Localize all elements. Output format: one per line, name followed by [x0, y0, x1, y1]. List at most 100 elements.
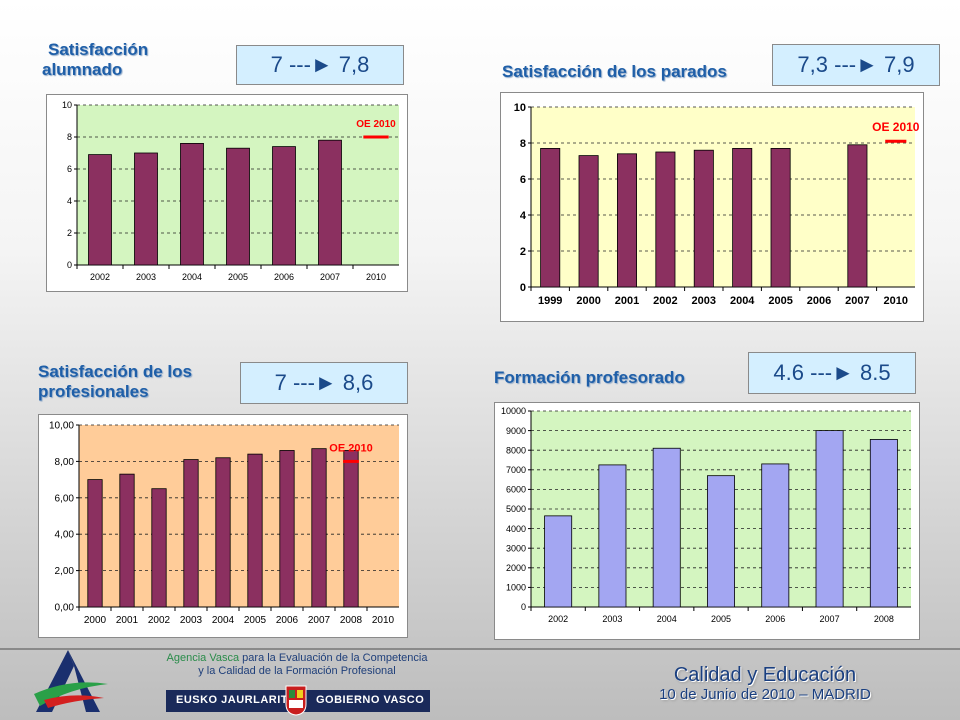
y-tick-label: 1000: [506, 583, 526, 593]
x-tick-label: 2003: [180, 615, 203, 626]
x-tick-label: 2010: [366, 272, 386, 282]
x-tick-label: 2002: [148, 615, 171, 626]
panel-2-title-line1: Satisfacción de los parados: [502, 62, 727, 81]
agency-text: Agencia Vasca para la Evaluación de la C…: [112, 652, 482, 678]
panel-1-title-line1: Satisfacción: [48, 40, 149, 59]
x-tick-label: 2002: [548, 614, 568, 624]
coat-of-arms-icon: [285, 685, 307, 716]
x-tick-label: 2006: [765, 614, 785, 624]
bar: [247, 453, 263, 608]
panel-1-range: 7 ---► 7,8: [236, 45, 404, 85]
panel-3-title-line2: profesionales: [38, 382, 149, 401]
x-tick-label: 2003: [602, 614, 622, 624]
x-tick-label: 2004: [730, 295, 755, 307]
y-tick-label: 9000: [506, 426, 526, 436]
x-tick-label: 2008: [874, 614, 894, 624]
y-tick-label: 2,00: [55, 566, 75, 577]
x-tick-label: 2006: [807, 295, 831, 307]
x-tick-label: 2005: [228, 272, 248, 282]
bar: [151, 488, 167, 608]
chart-svg: 0 2 4 6 8 10 1999 2000 2001 2002 2003 2004 2005 2006 2…: [514, 102, 920, 307]
bar: [343, 450, 359, 608]
target-label: OE 2010: [329, 442, 372, 454]
bar: [652, 447, 681, 608]
y-tick-label: 5000: [506, 504, 526, 514]
footer-calidad-title: Calidad y Educación: [673, 664, 857, 686]
bar: [134, 152, 158, 266]
bar: [183, 459, 199, 608]
x-tick-label: 2002: [653, 295, 677, 307]
panel-3-title-line1: Satisfacción de los: [38, 362, 192, 381]
y-tick-label: 0: [521, 602, 526, 612]
y-tick-label: 0,00: [55, 603, 75, 614]
gov-label-right: GOBIERNO VASCO: [316, 694, 425, 706]
target-label: OE 2010: [872, 120, 920, 134]
agency-logo-icon: [34, 650, 108, 712]
x-tick-label: 2004: [182, 272, 202, 282]
y-tick-label: 10: [62, 100, 72, 110]
x-tick-label: 2007: [320, 272, 340, 282]
x-tick-label: 2008: [340, 615, 363, 626]
panel-2-range: 7,3 ---► 7,9: [772, 44, 940, 86]
x-tick-label: 1999: [538, 295, 562, 307]
x-tick-label: 2000: [576, 295, 600, 307]
x-tick-label: 2007: [845, 295, 869, 307]
x-tick-label: 2005: [768, 295, 792, 307]
x-tick-label: 2010: [884, 295, 908, 307]
y-tick-label: 10: [514, 102, 526, 114]
bar: [815, 430, 844, 608]
panel-4-title-line1: Formación profesorado: [494, 368, 685, 387]
chart-satisfaccion-parados: 0 2 4 6 8 10 1999 2000 2001 2002 2003 2004 2005 2006 2…: [500, 92, 924, 322]
x-tick-label: 2001: [615, 295, 639, 307]
gov-label-left: EUSKO JAURLARITZA: [176, 694, 304, 706]
y-tick-label: 8: [67, 132, 72, 142]
gobierno-vasco-banner: EUSKO JAURLARITZA GOBIERNO VASCO: [166, 685, 430, 716]
panel-4-range: 4.6 ---► 8.5: [748, 352, 916, 394]
y-tick-label: 4: [520, 210, 527, 222]
panel-4-title: Formación profesorado: [494, 368, 685, 388]
footer-divider: [0, 648, 960, 650]
bar: [578, 155, 599, 288]
y-tick-label: 8,00: [55, 457, 75, 468]
bar: [761, 463, 790, 608]
bar: [272, 146, 296, 266]
y-tick-label: 0: [520, 282, 526, 294]
y-tick-label: 4: [67, 196, 72, 206]
y-tick-label: 2: [520, 246, 526, 258]
y-tick-label: 4,00: [55, 530, 75, 541]
target-label: OE 2010: [356, 119, 396, 130]
chart-satisfaccion-profesionales: 0,00 2,00 4,00 6,00 8,00 10,00 2000 2001 2002 200…: [38, 414, 408, 638]
bar: [180, 143, 204, 266]
agency-name-highlight: Agencia Vasca: [166, 652, 240, 664]
agency-name-rest: para la Evaluación de la Competencia: [239, 652, 428, 664]
y-tick-label: 8000: [506, 445, 526, 455]
footer-date: 10 de Junio de 2010 – MADRID: [659, 686, 871, 703]
x-tick-label: 2000: [84, 615, 107, 626]
y-tick-label: 7000: [506, 465, 526, 475]
chart-svg: 0,00 2,00 4,00 6,00 8,00 10,00 2000 2001 2002 200…: [49, 421, 399, 626]
y-tick-label: 6: [67, 164, 72, 174]
x-tick-label: 2006: [276, 615, 299, 626]
y-tick-label: 10000: [501, 406, 526, 416]
x-tick-label: 2007: [308, 615, 331, 626]
y-tick-label: 4000: [506, 524, 526, 534]
x-tick-label: 2001: [116, 615, 139, 626]
bar: [311, 448, 327, 608]
chart-formacion-profesorado: 0 1000 2000 3000 4000 5000 6000 7000 8000 9000 100…: [494, 402, 920, 640]
bar: [215, 457, 231, 608]
x-tick-label: 2005: [711, 614, 731, 624]
panel-1-title: Satisfacción alumnado: [42, 40, 149, 80]
y-tick-label: 2: [67, 228, 72, 238]
bar: [318, 139, 342, 266]
y-tick-label: 10,00: [49, 421, 74, 432]
x-tick-label: 2010: [372, 615, 395, 626]
panel-2-title: Satisfacción de los parados: [502, 62, 727, 82]
y-tick-label: 8: [520, 138, 526, 150]
bar: [732, 148, 753, 288]
y-tick-label: 6000: [506, 485, 526, 495]
x-tick-label: 2003: [136, 272, 156, 282]
y-tick-label: 6: [520, 174, 526, 186]
x-tick-label: 2007: [820, 614, 840, 624]
bar: [87, 479, 103, 608]
bar: [279, 450, 295, 608]
